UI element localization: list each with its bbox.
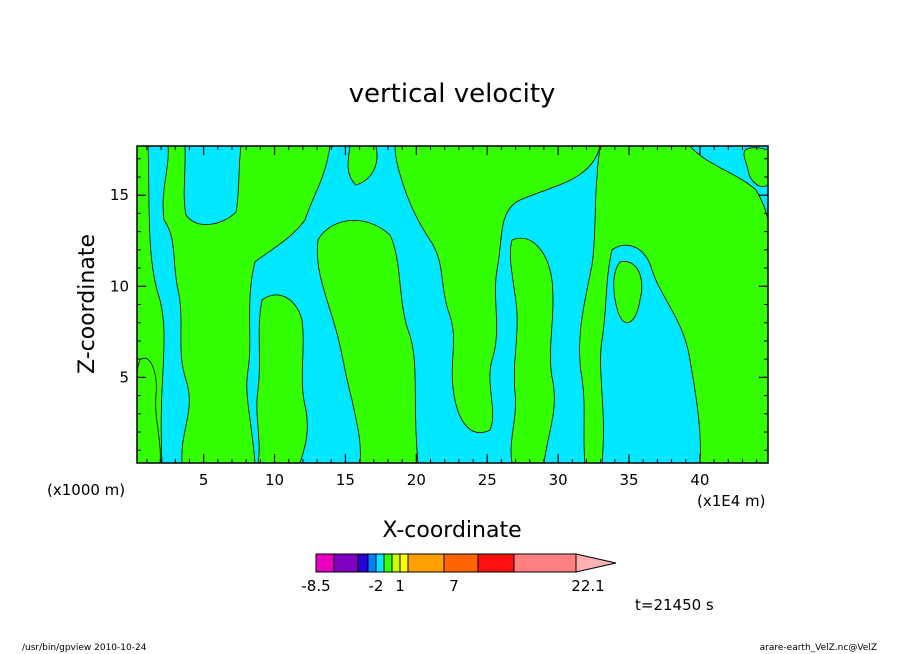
contour-region-7 [509, 237, 555, 464]
colorbar-box [383, 553, 393, 573]
colorbar-box [357, 553, 369, 573]
x-tick-label: 5 [199, 471, 209, 489]
contour-region-5 [316, 220, 419, 464]
colorbar-label: -8.5 [301, 577, 330, 595]
chart-title: vertical velocity [349, 79, 556, 109]
colorbar-label: 1 [395, 577, 405, 595]
contour-region-2 [162, 145, 331, 464]
x-tick-label: 25 [478, 471, 497, 489]
colorbar-box [333, 553, 359, 573]
colorbar-label: 22.1 [571, 577, 604, 595]
colorbar-labels: -8.5 -2 1 7 22.1 [301, 577, 604, 595]
colorbar-box [407, 553, 445, 573]
y-axis-label: Z-coordinate [75, 234, 100, 374]
colorbar-box [443, 553, 479, 573]
colorbar-box [367, 553, 377, 573]
contour-region-6 [256, 294, 308, 464]
y-axis: 5 10 15 [110, 158, 768, 451]
x-tick-label: 20 [407, 471, 426, 489]
x-tick-label: 35 [619, 471, 638, 489]
y-tick-label: 10 [110, 277, 129, 295]
x-tick-label: 40 [690, 471, 709, 489]
colorbar-box [477, 553, 515, 573]
colorbar-box [399, 553, 409, 573]
x-tick-label: 10 [265, 471, 284, 489]
contour-region-8 [579, 145, 769, 464]
colorbar [315, 553, 617, 573]
contour-region-3 [347, 145, 378, 186]
x-tick-label: 15 [336, 471, 355, 489]
contour-regions [136, 145, 769, 464]
plot-area [136, 145, 769, 464]
colorbar-label: -2 [369, 577, 384, 595]
footer-right: arare-earth_VelZ.nc@VelZ [760, 643, 877, 653]
contour-region-11 [743, 147, 769, 187]
colorbar-label: 7 [449, 577, 459, 595]
colorbar-arrow [575, 553, 617, 573]
x-axis: 5 10 15 20 25 30 35 40 [146, 146, 758, 489]
colorbar-box [391, 553, 401, 573]
x-tick-label: 30 [549, 471, 568, 489]
x-unit-left: (x1000 m) [47, 481, 125, 499]
x-unit-right: (x1E4 m) [697, 492, 766, 510]
footer-left: /usr/bin/gpview 2010-10-24 [22, 643, 147, 653]
time-label: t=21450 s [635, 596, 714, 614]
contour-region-4 [394, 145, 601, 433]
y-tick-label: 15 [110, 186, 129, 204]
colorbar-box [513, 553, 577, 573]
colorbar-box [315, 553, 335, 573]
y-tick-label: 5 [119, 368, 129, 386]
contour-region-9 [613, 261, 643, 324]
colorbar-box [375, 553, 385, 573]
x-axis-label: X-coordinate [382, 518, 521, 543]
